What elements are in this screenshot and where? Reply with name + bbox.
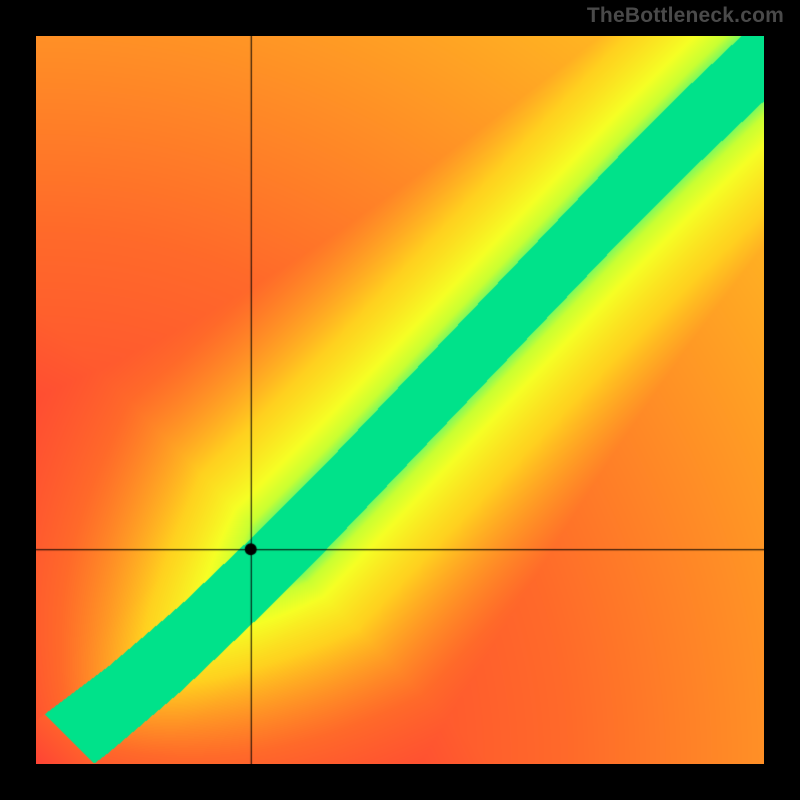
outer-frame: TheBottleneck.com	[0, 0, 800, 800]
watermark-text: TheBottleneck.com	[587, 4, 784, 28]
plot-area	[36, 36, 764, 764]
heatmap-canvas	[36, 36, 764, 764]
